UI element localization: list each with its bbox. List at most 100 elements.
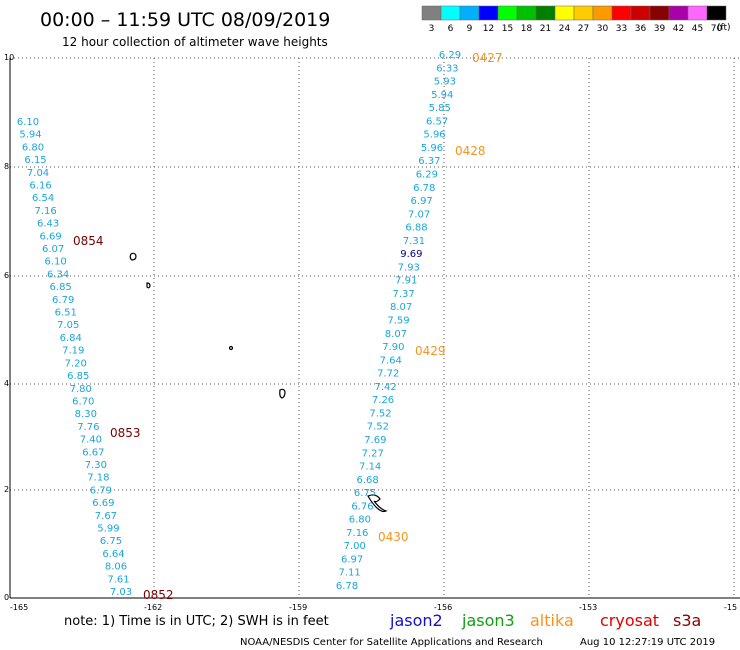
swh-value-label: 7.61 [107,574,129,585]
swh-value-label: 8.30 [75,409,97,420]
swh-value-label: 7.14 [359,462,381,473]
wave-height-color-scale: 3 6 9 12 15 18 21 24 27 30 33 36 39 42 45 70 [421,5,727,34]
pass-time-labels: 0427 0428 0429 0430 0854 0853 0852 [73,51,503,602]
pass-time-label: 0854 [73,234,104,248]
swh-value-label: 7.19 [62,346,84,357]
x-tick-label: -153 [579,603,597,612]
x-tick-label: -15 [724,603,737,612]
swh-value-label: 6.88 [405,223,427,234]
swh-value-label: 7.76 [77,422,99,433]
swh-value-label: 6.84 [60,333,82,344]
scale-bin-label: 45 [692,24,703,34]
scale-swatch [630,5,651,21]
swh-value-label: 5.96 [421,143,443,154]
legend-satellite-cryosat: cryosat [600,611,659,630]
swh-value-label: 7.00 [344,541,366,552]
swh-value-label: 6.78 [336,581,358,592]
scale-bin-label: 3 [429,24,435,34]
swh-value-label: 7.27 [362,448,384,459]
swh-value-label: 6.67 [82,447,104,458]
scale-swatch [649,5,670,21]
swh-value-label: 7.16 [346,528,368,539]
swh-value-label: 6.37 [418,156,440,167]
legend-satellite-jason3: jason3 [461,611,515,630]
scale-bin-label: 21 [540,24,551,34]
swh-value-label: 7.64 [380,355,402,366]
swh-value-label: 7.04 [27,168,49,179]
swh-value-label: 5.94 [19,130,41,141]
swh-value-label: 6.33 [436,63,458,74]
scale-swatch [611,5,632,21]
scale-swatch [706,5,727,21]
swh-value-label: 6.64 [102,549,124,560]
swh-value-label: 7.03 [110,587,132,598]
island-outline [228,345,234,351]
swh-value-label: 7.26 [372,395,394,406]
swh-value-label: 6.16 [29,181,51,192]
swh-value-label: 6.76 [351,501,373,512]
scale-swatch [592,5,613,21]
swh-value-label: 6.57 [426,116,448,127]
map-grid [9,57,740,599]
axis-tick-labels: -165 -162 -159 -156 -153 -15 0 2 4 6 8 10 [4,53,737,612]
island-outline [367,494,388,513]
legend-satellite-altika: altika [530,611,574,630]
swh-value-label: 6.70 [72,396,94,407]
swh-value-label: 7.18 [87,473,109,484]
x-tick-label: -162 [144,603,162,612]
swh-value-label: 7.05 [57,320,79,331]
swh-value-label: 6.69 [92,498,114,509]
swh-value-label: 8.06 [105,562,127,573]
footer-credit: NOAA/NESDIS Center for Satellite Applica… [240,637,543,648]
swh-value-label: 7.69 [364,435,386,446]
swh-value-label: 6.51 [55,308,77,319]
swh-value-label: 6.34 [47,269,69,280]
swh-value-label: 6.68 [356,475,378,486]
swh-value-label: 7.16 [34,206,56,217]
island-outline [146,282,151,289]
y-tick-label: 6 [4,271,9,280]
pass-time-label: 0427 [472,51,503,65]
swh-value-label: 6.15 [24,155,46,166]
pass-time-label: 0429 [415,344,446,358]
swh-value-label: 6.78 [413,183,435,194]
scale-swatch [535,5,556,21]
scale-swatch [554,5,575,21]
map-subtitle: 12 hour collection of altimeter wave hei… [62,35,328,49]
pass-time-label: 0853 [110,426,141,440]
swh-value-label: 6.69 [39,231,61,242]
scale-swatch [516,5,537,21]
x-tick-label: -165 [10,603,28,612]
swh-value-label: 9.69 [400,249,422,260]
footer-stamp: Aug 10 12:27:19 UTC 2019 [580,637,715,648]
swh-value-label: 6.97 [341,554,363,565]
scale-bin-label: 36 [635,24,647,34]
swh-value-label: 6.29 [439,50,461,61]
scale-bin-label: 6 [448,24,454,34]
swh-value-label: 6.85 [67,371,89,382]
scale-bin-label: 27 [578,24,589,34]
footer-note: note: 1) Time is in UTC; 2) SWH is in fe… [64,614,329,629]
scale-bin-label: 24 [559,24,571,34]
swh-value-label: 7.11 [338,568,360,579]
swh-value-label: 6.85 [50,282,72,293]
scale-bin-label: 42 [673,24,684,34]
swh-value-label: 7.37 [393,289,415,300]
swh-value-label: 6.75 [354,488,376,499]
scale-bin-label: 9 [467,24,473,34]
swh-value-label: 6.97 [411,196,433,207]
swh-value-label: 5.85 [429,103,451,114]
pass-time-label: 0428 [455,144,486,158]
swh-value-label: 7.67 [95,511,117,522]
scale-bin-label: 70 [711,24,723,34]
y-tick-label: 4 [4,379,9,388]
pass-time-label: 0430 [378,530,409,544]
swh-value-label: 6.29 [416,169,438,180]
swh-value-label: 6.80 [349,515,371,526]
swh-value-label: 7.80 [70,384,92,395]
swh-value-label: 6.10 [45,257,67,268]
legend-satellite-s3a: s3a [673,611,701,630]
swh-value-label: 7.52 [367,422,389,433]
y-tick-label: 2 [4,485,9,494]
